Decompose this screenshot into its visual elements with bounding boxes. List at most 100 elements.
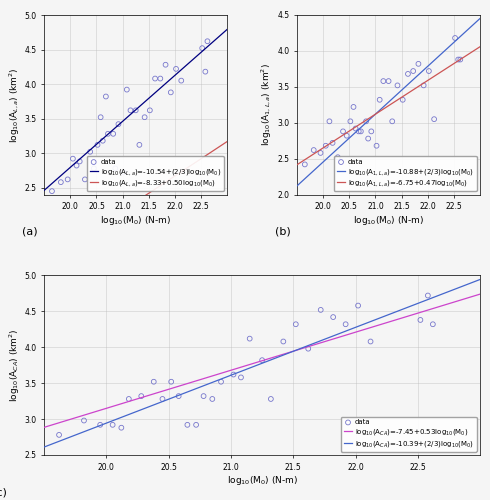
- data: [362, 118, 370, 126]
- log$_{10}$(A$_{L,a}$)=-8.33+0.50log$_{10}$(M$_0$): [224, 138, 230, 144]
- log$_{10}$(A$_{1,L,a}$)=-10.88+(2/3)log$_{10}$(M$_0$): [406, 80, 412, 86]
- data: [96, 421, 104, 429]
- log$_{10}$(A$_{1,L,a}$)=-6.75+0.47log$_{10}$(M$_0$): [402, 92, 408, 98]
- log$_{10}$(A$_{1,L,a}$)=-6.75+0.47log$_{10}$(M$_0$): [448, 62, 454, 68]
- log$_{10}$(A$_{L,a}$)=-8.33+0.50log$_{10}$(M$_0$): [207, 150, 213, 156]
- data: [69, 154, 77, 162]
- Y-axis label: log$_{10}$(A$_{L,a}$) (km$^2$): log$_{10}$(A$_{L,a}$) (km$^2$): [7, 67, 22, 142]
- data: [90, 164, 98, 172]
- X-axis label: log$_{10}$(M$_0$) (N-m): log$_{10}$(M$_0$) (N-m): [353, 214, 424, 227]
- data: [97, 113, 104, 121]
- Y-axis label: log$_{10}$(A$_{1,L,a}$) (km$^2$): log$_{10}$(A$_{1,L,a}$) (km$^2$): [260, 64, 274, 146]
- data: [177, 76, 185, 84]
- data: [125, 395, 133, 403]
- Text: (c): (c): [0, 488, 7, 498]
- data: [141, 113, 148, 121]
- data: [329, 139, 337, 147]
- log$_{10}$(A$_{L,a}$)=-8.33+0.50log$_{10}$(M$_0$): [42, 259, 48, 265]
- data: [109, 130, 117, 138]
- data: [172, 65, 180, 73]
- log$_{10}$(A$_{1,L,a}$)=-10.88+(2/3)log$_{10}$(M$_0$): [448, 42, 454, 48]
- data: [334, 153, 342, 161]
- data: [379, 77, 387, 85]
- Line: log$_{10}$(A$_{CA}$)=-7.45+0.53log$_{10}$(M$_0$): log$_{10}$(A$_{CA}$)=-7.45+0.53log$_{10}…: [44, 294, 480, 428]
- data: [329, 313, 337, 321]
- data: [208, 395, 216, 403]
- data: [372, 142, 380, 150]
- log$_{10}$(A$_{CA}$)=-7.45+0.53log$_{10}$(M$_0$): [477, 291, 483, 297]
- data: [99, 136, 107, 144]
- data: [81, 176, 89, 184]
- log$_{10}$(A$_{1,L,a}$)=-6.75+0.47log$_{10}$(M$_0$): [403, 92, 409, 98]
- Text: (a): (a): [22, 227, 38, 237]
- log$_{10}$(A$_{L,a}$)=-10.54+(2/3)log$_{10}$(M$_0$): [41, 188, 47, 194]
- log$_{10}$(A$_{CA}$)=-10.39+(2/3)log$_{10}$(M$_0$): [43, 444, 49, 450]
- data: [376, 96, 384, 104]
- Legend: data, log$_{10}$(A$_{CA}$)=-7.45+0.53log$_{10}$(M$_0$), log$_{10}$(A$_{CA}$)=-10: data, log$_{10}$(A$_{CA}$)=-7.45+0.53log…: [341, 416, 477, 452]
- log$_{10}$(A$_{1,L,a}$)=-6.75+0.47log$_{10}$(M$_0$): [406, 90, 412, 96]
- data: [357, 128, 365, 136]
- log$_{10}$(A$_{1,L,a}$)=-10.88+(2/3)log$_{10}$(M$_0$): [477, 16, 483, 22]
- data: [310, 146, 318, 154]
- log$_{10}$(A$_{CA}$)=-10.39+(2/3)log$_{10}$(M$_0$): [299, 345, 305, 351]
- data: [292, 320, 300, 328]
- data: [237, 374, 245, 382]
- data: [109, 421, 117, 429]
- data: [317, 149, 324, 157]
- data: [322, 142, 330, 150]
- data: [355, 128, 363, 136]
- data: [159, 395, 167, 403]
- log$_{10}$(A$_{CA}$)=-7.45+0.53log$_{10}$(M$_0$): [409, 312, 415, 318]
- Line: log$_{10}$(A$_{1,L,a}$)=-6.75+0.47log$_{10}$(M$_0$): log$_{10}$(A$_{1,L,a}$)=-6.75+0.47log$_{…: [297, 46, 480, 165]
- Line: log$_{10}$(A$_{CA}$)=-10.39+(2/3)log$_{10}$(M$_0$): log$_{10}$(A$_{CA}$)=-10.39+(2/3)log$_{1…: [44, 280, 480, 447]
- log$_{10}$(A$_{1,L,a}$)=-10.88+(2/3)log$_{10}$(M$_0$): [402, 84, 408, 89]
- data: [425, 67, 433, 75]
- log$_{10}$(A$_{L,a}$)=-10.54+(2/3)log$_{10}$(M$_0$): [153, 89, 159, 95]
- log$_{10}$(A$_{CA}$)=-10.39+(2/3)log$_{10}$(M$_0$): [41, 444, 47, 450]
- data: [199, 392, 207, 400]
- data: [342, 320, 349, 328]
- Line: log$_{10}$(A$_{1,L,a}$)=-10.88+(2/3)log$_{10}$(M$_0$): log$_{10}$(A$_{1,L,a}$)=-10.88+(2/3)log$…: [297, 18, 480, 186]
- data: [48, 187, 56, 195]
- log$_{10}$(A$_{L,a}$)=-8.33+0.50log$_{10}$(M$_0$): [150, 188, 156, 194]
- data: [325, 118, 333, 126]
- data: [368, 128, 375, 136]
- data: [451, 34, 459, 42]
- log$_{10}$(A$_{L,a}$)=-10.54+(2/3)log$_{10}$(M$_0$): [42, 187, 48, 193]
- data: [80, 416, 88, 424]
- data: [385, 77, 392, 85]
- data: [393, 82, 401, 90]
- log$_{10}$(A$_{L,a}$)=-10.54+(2/3)log$_{10}$(M$_0$): [224, 26, 230, 32]
- data: [367, 338, 374, 345]
- data: [175, 392, 183, 400]
- data: [389, 118, 396, 126]
- Y-axis label: log$_{10}$(A$_{CA}$) (km$^2$): log$_{10}$(A$_{CA}$) (km$^2$): [7, 328, 22, 402]
- log$_{10}$(A$_{CA}$)=-10.39+(2/3)log$_{10}$(M$_0$): [409, 303, 415, 309]
- log$_{10}$(A$_{CA}$)=-7.45+0.53log$_{10}$(M$_0$): [41, 424, 47, 430]
- data: [301, 160, 309, 168]
- data: [126, 106, 134, 114]
- log$_{10}$(A$_{CA}$)=-7.45+0.53log$_{10}$(M$_0$): [308, 343, 314, 349]
- data: [203, 37, 211, 45]
- data: [430, 115, 438, 123]
- data: [267, 395, 275, 403]
- data: [123, 86, 131, 94]
- data: [454, 56, 462, 64]
- log$_{10}$(A$_{L,a}$)=-8.33+0.50log$_{10}$(M$_0$): [41, 260, 47, 266]
- data: [132, 106, 140, 114]
- data: [151, 74, 159, 82]
- data: [429, 320, 437, 328]
- data: [150, 378, 158, 386]
- log$_{10}$(A$_{CA}$)=-10.39+(2/3)log$_{10}$(M$_0$): [437, 292, 442, 298]
- data: [346, 118, 354, 126]
- data: [349, 103, 357, 111]
- log$_{10}$(A$_{L,a}$)=-10.54+(2/3)log$_{10}$(M$_0$): [196, 52, 201, 58]
- data: [343, 132, 351, 140]
- Line: log$_{10}$(A$_{L,a}$)=-8.33+0.50log$_{10}$(M$_0$): log$_{10}$(A$_{L,a}$)=-8.33+0.50log$_{10…: [44, 142, 227, 262]
- log$_{10}$(A$_{CA}$)=-7.45+0.53log$_{10}$(M$_0$): [301, 345, 307, 351]
- log$_{10}$(A$_{1,L,a}$)=-6.75+0.47log$_{10}$(M$_0$): [294, 162, 300, 168]
- log$_{10}$(A$_{CA}$)=-7.45+0.53log$_{10}$(M$_0$): [299, 346, 305, 352]
- data: [258, 356, 266, 364]
- log$_{10}$(A$_{CA}$)=-10.39+(2/3)log$_{10}$(M$_0$): [301, 344, 307, 350]
- data: [156, 74, 164, 82]
